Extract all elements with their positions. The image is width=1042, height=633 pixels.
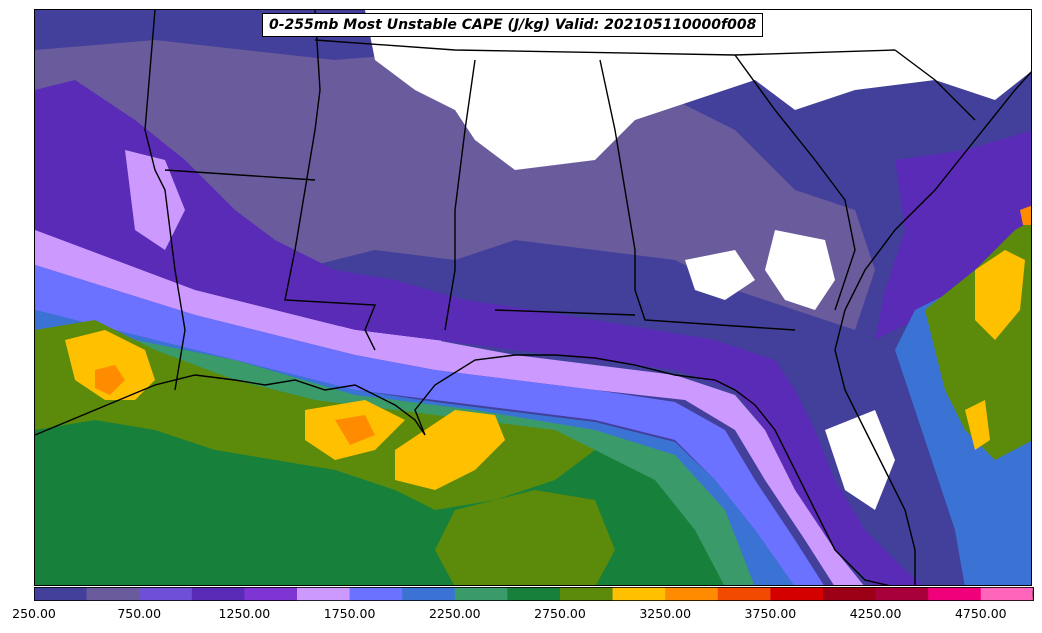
colorbar-segment — [86, 587, 140, 601]
map-panel — [34, 9, 1032, 586]
atlantic-coast — [834, 71, 1031, 585]
state-line-fl-al — [494, 309, 636, 316]
colorbar-tick-label: 2750.00 — [534, 606, 586, 621]
colorbar-labels: 250.00 750.00 1250.00 1750.00 2250.00 2750.00… — [0, 606, 1042, 626]
colorbar-segment — [402, 587, 456, 601]
white-region-east — [765, 230, 835, 310]
colorbar-segment — [454, 587, 508, 601]
cape-field-yellow-south — [395, 410, 505, 490]
white-region-north — [365, 10, 1031, 170]
state-line-ms-al — [444, 59, 476, 331]
colorbar-segment — [823, 587, 877, 601]
cape-field-yellow-east-2 — [965, 400, 990, 450]
colorbar-segment — [507, 587, 561, 601]
colorbar-segment — [612, 587, 666, 601]
colorbar-segment — [297, 587, 351, 601]
state-line-tx-la — [144, 10, 186, 391]
colorbar — [34, 587, 1034, 601]
cape-field-purple — [35, 80, 923, 585]
colorbar-tick-label: 3250.00 — [639, 606, 692, 621]
colorbar-segment — [244, 587, 298, 601]
colorbar-tick-label: 4250.00 — [849, 606, 902, 621]
colorbar-segment — [770, 587, 824, 601]
state-line-tn — [314, 39, 896, 56]
coastline — [35, 354, 890, 585]
colorbar-tick-label: 750.00 — [117, 606, 162, 621]
colorbar-segment — [560, 587, 614, 601]
colorbar-tick-label: 1250.00 — [218, 606, 271, 621]
state-line-ms-river — [284, 10, 377, 351]
cape-field-orange-1 — [95, 365, 125, 395]
cape-field-orange-2 — [335, 415, 375, 445]
colorbar-outline — [34, 587, 1034, 601]
colorbar-tick-label: 1750.00 — [323, 606, 376, 621]
cape-field-orange-3 — [1020, 205, 1031, 225]
map-title: 0-255mb Most Unstable CAPE (J/kg) Valid:… — [262, 13, 764, 37]
colorbar-tick-label: 2250.00 — [428, 606, 481, 621]
white-region-fl — [825, 410, 895, 510]
colorbar-segment — [717, 587, 771, 601]
colorbar-segment — [139, 587, 193, 601]
cape-field-low — [35, 40, 875, 330]
colorbar-segment — [665, 587, 719, 601]
colorbar-segment — [980, 587, 1034, 601]
boundary-lines — [35, 10, 1031, 585]
colorbar-tick-label: 250.00 — [12, 606, 56, 621]
colorbar-segment — [875, 587, 929, 601]
white-region-ga — [685, 250, 755, 300]
colorbar-tick-label: 3750.00 — [744, 606, 797, 621]
state-line-al-ga — [599, 59, 796, 331]
state-line-ga-sc — [734, 54, 856, 311]
state-line-ar-la — [164, 169, 316, 181]
cape-field-olive-south — [435, 490, 615, 585]
colorbar-segment — [34, 587, 88, 601]
colorbar-tick-label: 4750.00 — [954, 606, 1007, 621]
cape-field-yellow-west — [65, 330, 155, 400]
cape-field-lavender — [35, 230, 864, 585]
colorbar-segment — [349, 587, 403, 601]
cape-field-purple-east — [875, 130, 1031, 340]
colorbar-segment — [928, 587, 982, 601]
state-line-nc-sc — [894, 49, 976, 121]
colorbar-segment — [191, 587, 245, 601]
cape-field-yellow-east — [975, 250, 1025, 340]
cape-field-blue — [35, 265, 824, 585]
